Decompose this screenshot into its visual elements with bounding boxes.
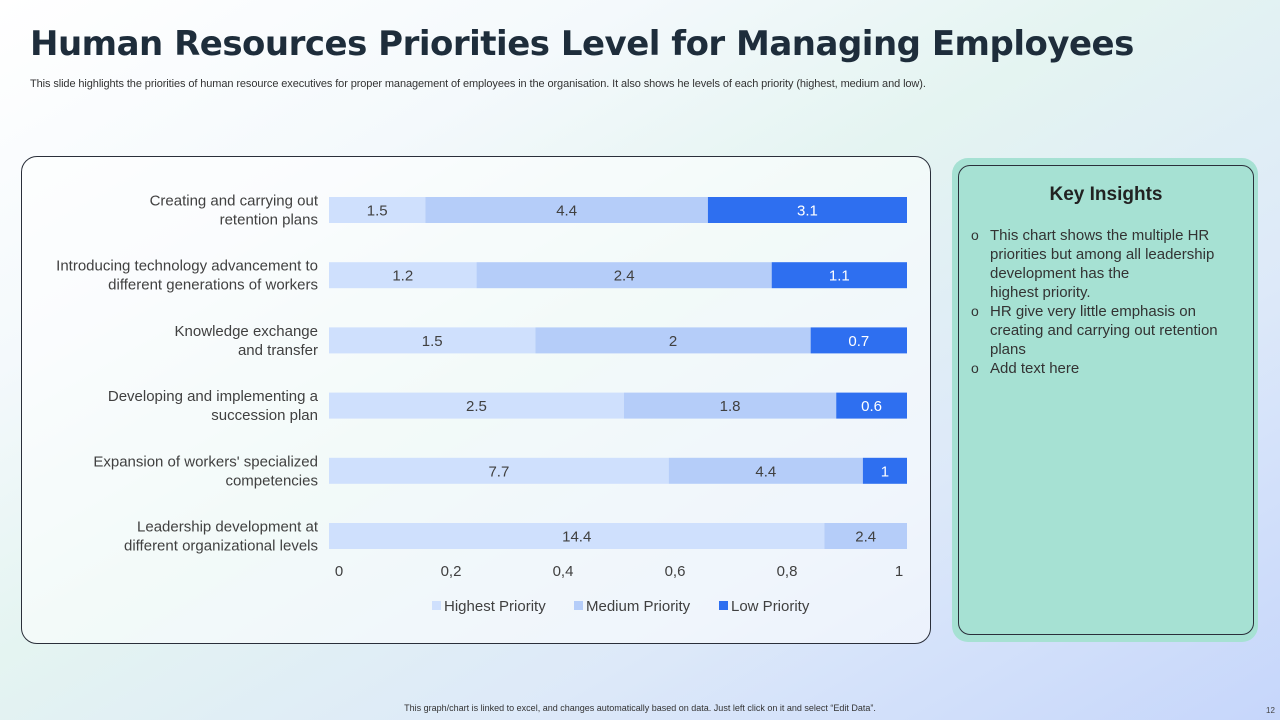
insight-item: o HR give very little emphasis on creatin… <box>971 302 1235 359</box>
bar-segment[interactable] <box>329 523 825 549</box>
insight-text: This chart shows the multiple HR priorit… <box>990 227 1215 301</box>
category-label: Developing and implementing a <box>108 388 319 405</box>
bar-segment[interactable] <box>329 197 426 223</box>
page-number: 12 <box>1266 706 1275 715</box>
data-label: 1 <box>881 463 889 480</box>
stacked-bar-chart[interactable]: 1.5 4.4 3.1 Creating and carrying out retent… <box>22 157 930 643</box>
category-label: succession plan <box>211 407 318 424</box>
bar-segment[interactable] <box>668 457 863 484</box>
x-tick-label: 0,4 <box>553 563 574 580</box>
bar-segment[interactable] <box>329 392 624 419</box>
bar-segment[interactable] <box>707 197 907 223</box>
x-tick-label: 0,6 <box>665 563 686 580</box>
category-label: Knowledge exchange <box>175 323 318 340</box>
category-label: Leadership development at <box>137 519 319 536</box>
legend-swatch <box>432 601 441 610</box>
page-title: Human Resources Priorities Level for Man… <box>30 24 1134 64</box>
legend-label: Medium Priority <box>586 598 691 615</box>
data-label: 0.7 <box>848 333 869 350</box>
x-tick-label: 0 <box>335 563 343 580</box>
footnote: This graph/chart is linked to excel, and… <box>404 703 876 713</box>
insights-title: Key Insights <box>1049 184 1163 205</box>
insights-panel: Key Insights o This chart shows the multi… <box>958 165 1254 635</box>
data-label: 14.4 <box>562 529 591 546</box>
data-label: 7.7 <box>488 463 509 480</box>
legend-label: Highest Priority <box>444 598 546 615</box>
bullet-icon: o <box>971 360 979 376</box>
legend-swatch <box>574 601 583 610</box>
category-label: retention plans <box>220 212 318 229</box>
data-label: 1.8 <box>720 398 741 415</box>
data-label: 2 <box>669 333 677 350</box>
data-label: 0.6 <box>861 398 882 415</box>
category-label: different organizational levels <box>124 538 318 555</box>
bar-segment[interactable] <box>476 262 772 289</box>
data-label: 1.2 <box>392 268 413 285</box>
insight-item: o Add text here <box>971 359 1235 378</box>
x-tick-label: 1 <box>895 563 903 580</box>
insights-list: o This chart shows the multiple HR priori… <box>959 226 1253 378</box>
data-label: 2.4 <box>855 529 876 546</box>
bullet-icon: o <box>971 303 979 319</box>
bar-segment[interactable] <box>836 392 907 419</box>
bar-segment[interactable] <box>810 327 907 354</box>
x-tick-label: 0,8 <box>777 563 798 580</box>
page-subtitle: This slide highlights the priorities of … <box>30 78 926 90</box>
category-label: Creating and carrying out <box>150 193 319 210</box>
bullet-icon: o <box>971 227 979 243</box>
data-label: 2.5 <box>466 398 487 415</box>
data-label: 1.5 <box>422 333 443 350</box>
category-label: Expansion of workers' specialized <box>93 453 318 470</box>
category-label: different generations of workers <box>108 277 318 294</box>
bar-segment[interactable] <box>824 523 907 549</box>
bar-segment[interactable] <box>862 457 907 484</box>
bar-segment[interactable] <box>623 392 837 419</box>
x-tick-label: 0,2 <box>441 563 462 580</box>
data-label: 4.4 <box>556 203 577 220</box>
data-label: 4.4 <box>755 463 776 480</box>
legend-label: Low Priority <box>731 598 810 615</box>
data-label: 1.5 <box>367 203 388 220</box>
category-label: competencies <box>225 472 318 489</box>
insight-text: HR give very little emphasis on creating… <box>990 303 1218 358</box>
category-label: Introducing technology advancement to <box>56 258 318 275</box>
insight-text: Add text here <box>990 360 1080 377</box>
bar-segment[interactable] <box>535 327 811 354</box>
data-label: 2.4 <box>614 268 635 285</box>
bar-segment[interactable] <box>329 262 477 289</box>
chart-panel[interactable]: 1.5 4.4 3.1 Creating and carrying out retent… <box>21 156 931 644</box>
data-label: 3.1 <box>797 203 818 220</box>
data-label: 1.1 <box>829 268 850 285</box>
bar-segment[interactable] <box>771 262 907 289</box>
legend-swatch <box>719 601 728 610</box>
bar-segment[interactable] <box>329 457 669 484</box>
category-label: and transfer <box>238 342 318 359</box>
bar-segment[interactable] <box>329 327 536 354</box>
insight-item: o This chart shows the multiple HR priori… <box>971 226 1235 302</box>
bar-segment[interactable] <box>425 197 708 223</box>
